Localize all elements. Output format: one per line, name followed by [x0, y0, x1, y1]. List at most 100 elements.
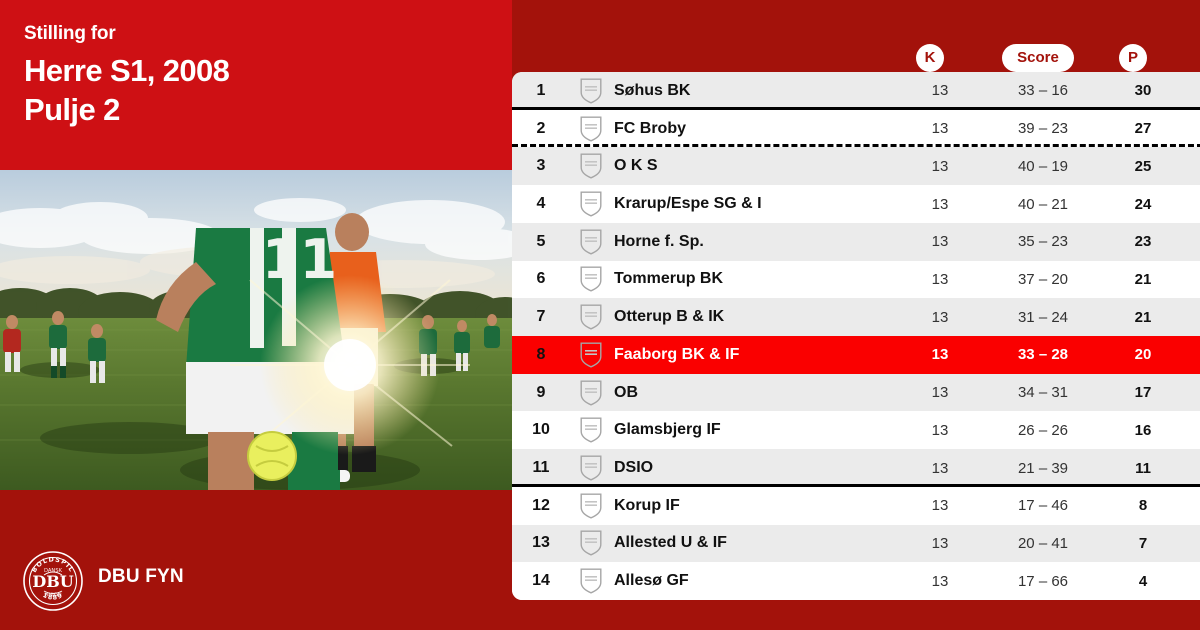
row-points: 20 [1134, 346, 1152, 364]
row-points: 4 [1138, 572, 1148, 590]
svg-text:DBU: DBU [32, 572, 73, 591]
row-rank: 6 [536, 270, 546, 288]
left-panel: Stilling for Herre S1, 2008 Pulje 2 [0, 0, 512, 630]
row-matches-played: 13 [931, 308, 949, 326]
row-points: 17 [1134, 384, 1152, 402]
row-matches-played: 13 [931, 157, 949, 175]
row-points: 16 [1134, 421, 1152, 439]
row-points: 30 [1134, 82, 1152, 100]
row-matches-played: 13 [931, 270, 949, 288]
row-matches-played: 13 [931, 534, 949, 552]
row-rank: 3 [536, 157, 546, 175]
row-goal-score: 17 – 66 [1017, 572, 1069, 590]
table-row[interactable]: 3 O K S 13 40 – 19 25 [512, 147, 1200, 186]
table-row[interactable]: 4 Krarup/Espe SG & I 13 40 – 21 24 [512, 185, 1200, 223]
row-team-name: Horne f. Sp. [614, 232, 704, 250]
row-goal-score: 20 – 41 [1017, 534, 1069, 552]
row-rank: 10 [532, 421, 550, 439]
row-goal-score: 33 – 28 [1017, 346, 1069, 364]
row-matches-played: 13 [931, 421, 949, 439]
row-rank: 13 [532, 534, 550, 552]
row-team-name: DSIO [614, 459, 654, 477]
table-row[interactable]: 12 Korup IF 13 17 – 46 8 [512, 486, 1200, 525]
row-matches-played: 13 [931, 497, 949, 515]
row-goal-score: 17 – 46 [1017, 497, 1069, 515]
football-match-photo: 11 [0, 170, 512, 490]
club-crest-placeholder-icon [570, 72, 612, 110]
row-goal-score: 37 – 20 [1017, 270, 1069, 288]
table-row[interactable]: 2 FC Broby 13 39 – 23 27 [512, 109, 1200, 148]
row-rank: 14 [532, 572, 550, 590]
row-team-name: Allesø GF [614, 572, 689, 590]
row-matches-played: 13 [931, 346, 949, 364]
table-row[interactable]: 5 Horne f. Sp. 13 35 – 23 23 [512, 222, 1200, 261]
row-rank: 7 [536, 308, 546, 326]
club-crest-placeholder-icon [570, 562, 612, 600]
row-team-name: Tommerup BK [614, 270, 724, 288]
row-points: 11 [1135, 459, 1151, 477]
club-crest-placeholder-icon [570, 110, 612, 148]
table-row[interactable]: 6 Tommerup BK 13 37 – 20 21 [512, 260, 1200, 299]
row-team-name: FC Broby [614, 119, 686, 137]
column-header-matches: K [916, 44, 944, 72]
row-points: 21 [1134, 308, 1152, 326]
row-matches-played: 13 [931, 459, 949, 477]
table-row[interactable]: 14 Allesø GF 13 17 – 66 4 [512, 562, 1200, 600]
footer-block [0, 490, 512, 630]
row-goal-score: 40 – 19 [1017, 157, 1069, 175]
row-team-name: Krarup/Espe SG & I [614, 195, 762, 213]
club-crest-placeholder-icon [570, 223, 612, 261]
row-team-name: Otterup B & IK [614, 308, 725, 326]
row-matches-played: 13 [931, 195, 949, 213]
row-rank: 1 [536, 81, 546, 99]
svg-text:1889: 1889 [42, 591, 65, 602]
row-goal-score: 40 – 21 [1017, 195, 1069, 213]
row-team-name: Allested U & IF [614, 534, 727, 552]
club-crest-placeholder-icon [570, 336, 612, 374]
page-title-line-1: Herre S1, 2008 [24, 53, 230, 88]
row-points: 27 [1134, 120, 1152, 138]
row-goal-score: 39 – 23 [1017, 120, 1069, 138]
row-rank: 2 [536, 119, 546, 137]
kicker-label: Stilling for [24, 23, 116, 44]
table-row[interactable]: 11 DSIO 13 21 – 39 11 [512, 449, 1200, 487]
svg-text:DANSK: DANSK [44, 568, 63, 574]
row-rank: 11 [532, 459, 550, 477]
row-rank: 8 [536, 345, 546, 363]
row-team-name: Korup IF [614, 496, 680, 514]
club-crest-placeholder-icon [570, 261, 612, 299]
page-title-line-2: Pulje 2 [24, 92, 120, 127]
club-crest-placeholder-icon [570, 298, 612, 336]
row-points: 8 [1138, 497, 1148, 515]
row-goal-score: 33 – 16 [1017, 82, 1069, 100]
row-team-name: Faaborg BK & IF [614, 345, 740, 363]
column-header-score: Score [1002, 44, 1074, 72]
row-team-name: Søhus BK [614, 81, 691, 99]
table-row[interactable]: 9 OB 13 34 – 31 17 [512, 373, 1200, 412]
table-row[interactable]: 8 Faaborg BK & IF 13 33 – 28 20 [512, 336, 1200, 374]
row-points: 21 [1134, 270, 1152, 288]
row-team-name: Glamsbjerg IF [614, 421, 721, 439]
column-header-points: P [1119, 44, 1147, 72]
club-crest-placeholder-icon [570, 185, 612, 223]
table-row[interactable]: 10 Glamsbjerg IF 13 26 – 26 16 [512, 411, 1200, 450]
row-goal-score: 31 – 24 [1017, 308, 1069, 326]
table-row[interactable]: 13 Allested U & IF 13 20 – 41 7 [512, 524, 1200, 563]
row-rank: 4 [536, 195, 546, 213]
row-matches-played: 13 [931, 82, 949, 100]
standings-table: 1 Søhus BK 13 33 – 16 30 2 FC Broby 13 39 – 23… [512, 72, 1200, 600]
row-rank: 5 [536, 232, 546, 250]
club-crest-placeholder-icon [570, 487, 612, 525]
row-goal-score: 21 – 39 [1017, 459, 1069, 477]
row-rank: 9 [536, 383, 546, 401]
row-goal-score: 26 – 26 [1017, 421, 1069, 439]
table-row[interactable]: 7 Otterup B & IK 13 31 – 24 21 [512, 298, 1200, 337]
table-row[interactable]: 1 Søhus BK 13 33 – 16 30 [512, 72, 1200, 110]
row-matches-played: 13 [931, 120, 949, 138]
header-block: Stilling for Herre S1, 2008 Pulje 2 [0, 0, 512, 170]
organisation-label: DBU FYN [98, 566, 184, 587]
row-points: 24 [1134, 195, 1152, 213]
row-goal-score: 34 – 31 [1017, 384, 1069, 402]
row-rank: 12 [532, 496, 550, 514]
row-team-name: O K S [614, 157, 658, 175]
